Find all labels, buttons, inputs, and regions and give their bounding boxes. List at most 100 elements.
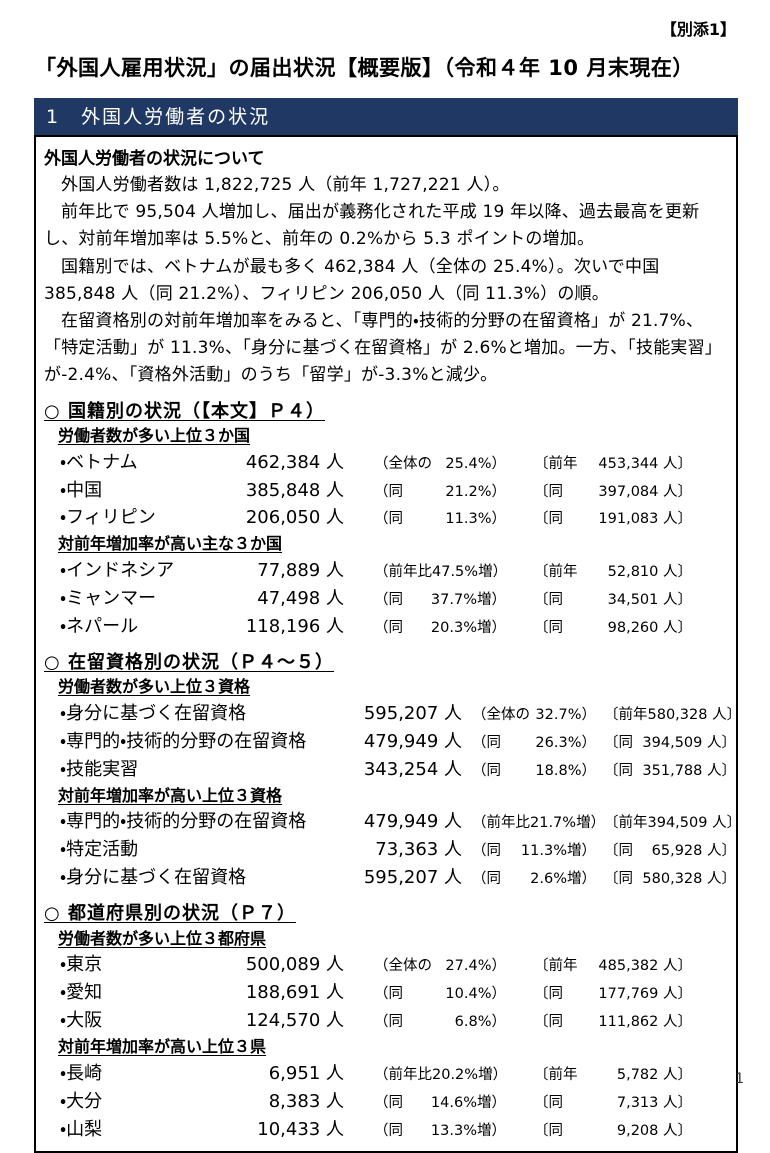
stat-previous: 〔前年 580,328 人〕 xyxy=(604,704,741,726)
stat-previous-value: 9,208 人〕 xyxy=(616,1122,692,1139)
intro-paragraph: 在留資格別の対前年増加率をみると、「専門的・技術的分野の在留資格」が 21.7%… xyxy=(44,310,722,386)
subsection-title: 労働者数が多い上位３か国 xyxy=(58,425,251,445)
stat-share: （同 11.3%増） xyxy=(472,840,596,862)
stat-previous-label: 〔前年 xyxy=(534,1066,578,1083)
stat-share-label: （同 xyxy=(374,483,403,500)
stat-value: 77,889 人 xyxy=(257,560,344,582)
stat-previous-value: 177,769 人〕 xyxy=(598,986,692,1003)
stat-row: ・身分に基づく在留資格 595,207 人 （全体の 32.7%） 〔前年 580,… xyxy=(60,700,741,728)
stat-previous: 〔同 191,083 人〕 xyxy=(534,508,692,530)
stat-share-value: 14.6%増） xyxy=(430,1094,506,1111)
stat-previous: 〔前年 394,509 人〕 xyxy=(604,812,741,834)
stat-previous-value: 453,344 人〕 xyxy=(598,455,692,472)
stat-previous-value: 394,509 人〕 xyxy=(642,734,736,751)
section-prefecture: ○ 都道府県別の状況（Ｐ７） 労働者数が多い上位３都府県 ・東京 500,089… xyxy=(44,902,728,1143)
stat-label: ・愛知 xyxy=(60,982,103,1004)
stat-value: 47,498 人 xyxy=(257,588,344,610)
stat-share-label: （前年比 xyxy=(374,1066,432,1083)
section-residence-status: ○ 在留資格別の状況（Ｐ４～５） 労働者数が多い上位３資格 ・身分に基づく在留資… xyxy=(44,651,741,892)
stat-share: （同 37.7%増） xyxy=(374,589,506,611)
stat-row: ・愛知 188,691 人 （同 10.4%） 〔同 177,769 人〕 xyxy=(60,979,728,1007)
stat-previous-value: 580,328 人〕 xyxy=(647,707,742,724)
stat-row: ・専門的・技術的分野の在留資格 479,949 人 （前年比 21.7%増） 〔前… xyxy=(60,808,741,836)
stat-share-label: （全体の xyxy=(472,707,530,724)
stat-share-label: （前年比 xyxy=(374,564,432,581)
stat-value: 10,433 人 xyxy=(257,1118,344,1140)
stat-share: （同 14.6%増） xyxy=(374,1092,506,1114)
stat-share: （同 18.8%） xyxy=(472,760,596,782)
stat-previous-value: 485,382 人〕 xyxy=(598,958,692,975)
stat-label: ・専門的・技術的分野の在留資格 xyxy=(60,811,307,833)
stat-previous: 〔前年 453,344 人〕 xyxy=(534,453,692,475)
stat-row: ・大分 8,383 人 （同 14.6%増） 〔同 7,313 人〕 xyxy=(60,1088,728,1116)
stat-previous-value: 394,509 人〕 xyxy=(647,815,742,832)
stat-value: 385,848 人 xyxy=(245,479,344,501)
stat-previous-value: 397,084 人〕 xyxy=(598,483,692,500)
stat-value: 73,363 人 xyxy=(375,839,462,861)
stat-label: ・大阪 xyxy=(60,1010,103,1032)
section-nationality: ○ 国籍別の状況（【本文】Ｐ４） 労働者数が多い上位３か国 ・ベトナム 462,… xyxy=(44,400,728,641)
stat-previous-label: 〔同 xyxy=(534,483,563,500)
stat-previous-label: 〔同 xyxy=(534,592,563,609)
stat-share-label: （同 xyxy=(472,762,501,779)
stat-share-value: 37.7%増） xyxy=(430,592,506,609)
stat-share-value: 20.3%増） xyxy=(430,619,506,636)
intro-paragraph: 前年比で 95,504 人増加し、届出が義務化された平成 19 年以降、過去最高… xyxy=(44,202,700,250)
stat-previous: 〔同 177,769 人〕 xyxy=(534,983,692,1005)
stat-row: ・ネパール 118,196 人 （同 20.3%増） 〔同 98,260 人〕 xyxy=(60,613,728,641)
section-heading: ○ 国籍別の状況（【本文】Ｐ４） xyxy=(44,400,325,422)
section-1-header-bar: 1 外国人労働者の状況 xyxy=(34,98,738,135)
stat-previous: 〔同 351,788 人〕 xyxy=(604,760,736,782)
stat-share-label: （同 xyxy=(472,843,501,860)
stat-label: ・山梨 xyxy=(60,1118,103,1140)
stat-share: （同 20.3%増） xyxy=(374,617,506,639)
stat-share-value: 47.5%増） xyxy=(432,564,508,581)
stat-previous-value: 34,501 人〕 xyxy=(607,592,692,609)
stat-share-value: 10.4%） xyxy=(445,986,506,1003)
stat-previous-label: 〔前年 xyxy=(604,815,648,832)
stat-row: ・中国 385,848 人 （同 21.2%） 〔同 397,084 人〕 xyxy=(60,477,728,505)
stat-share: （同 6.8%） xyxy=(374,1011,506,1033)
stat-share: （全体の 27.4%） xyxy=(374,955,506,977)
stat-share-value: 27.4%） xyxy=(445,958,506,975)
stat-value: 6,951 人 xyxy=(268,1062,344,1084)
subsection-title: 対前年増加率が高い上位３資格 xyxy=(58,785,283,805)
stat-previous-label: 〔同 xyxy=(534,619,563,636)
stat-previous-value: 5,782 人〕 xyxy=(616,1066,692,1083)
stat-share-value: 2.6%増） xyxy=(530,871,596,888)
page-number: 1 xyxy=(735,1071,744,1087)
intro-paragraph: 外国人労働者数は 1,822,725 人（前年 1,727,221 人）。 xyxy=(61,175,510,195)
intro-heading: 外国人労働者の状況について xyxy=(44,149,265,169)
stat-row: ・フィリピン 206,050 人 （同 11.3%） 〔同 191,083 人〕 xyxy=(60,504,728,532)
stat-label: ・身分に基づく在留資格 xyxy=(60,703,247,725)
stat-previous-label: 〔同 xyxy=(604,843,633,860)
stat-share-value: 25.4%） xyxy=(445,455,506,472)
stat-previous-value: 52,810 人〕 xyxy=(607,564,692,581)
stat-share-value: 21.7%増） xyxy=(530,815,606,832)
stat-previous-label: 〔同 xyxy=(534,1014,563,1031)
stat-previous-label: 〔前年 xyxy=(534,455,578,472)
stat-previous: 〔同 111,862 人〕 xyxy=(534,1011,692,1033)
stat-previous-label: 〔前年 xyxy=(604,707,648,724)
stat-previous-label: 〔同 xyxy=(534,986,563,1003)
document-title: 「外国人雇用状況」の届出状況【概要版】（令和４年 10 月末現在） xyxy=(35,56,694,80)
stat-share-label: （同 xyxy=(374,619,403,636)
stat-share: （全体の 25.4%） xyxy=(374,453,506,475)
stat-row: ・東京 500,089 人 （全体の 27.4%） 〔前年 485,382 人〕 xyxy=(60,951,728,979)
stat-share: （前年比 47.5%増） xyxy=(374,561,508,583)
stat-label: ・専門的・技術的分野の在留資格 xyxy=(60,730,307,752)
section-heading: ○ 都道府県別の状況（Ｐ７） xyxy=(44,903,296,925)
stat-previous: 〔同 7,313 人〕 xyxy=(534,1092,692,1114)
stat-share-label: （同 xyxy=(472,871,501,888)
content-box: 外国人労働者の状況について 外国人労働者数は 1,822,725 人（前年 1,… xyxy=(34,135,741,1153)
stat-previous: 〔同 580,328 人〕 xyxy=(604,868,736,890)
stat-share-value: 11.3%） xyxy=(445,511,506,528)
stat-value: 479,949 人 xyxy=(363,811,462,833)
stat-previous-label: 〔前年 xyxy=(534,564,578,581)
stat-previous-value: 65,928 人〕 xyxy=(651,843,736,860)
document-page: 【別添1】 「外国人雇用状況」の届出状況【概要版】（令和４年 10 月末現在） … xyxy=(34,20,744,1153)
stat-share-label: （同 xyxy=(374,1014,403,1031)
stat-previous: 〔同 397,084 人〕 xyxy=(534,481,692,503)
stat-previous-label: 〔同 xyxy=(604,734,633,751)
stat-share: （同 10.4%） xyxy=(374,983,506,1005)
